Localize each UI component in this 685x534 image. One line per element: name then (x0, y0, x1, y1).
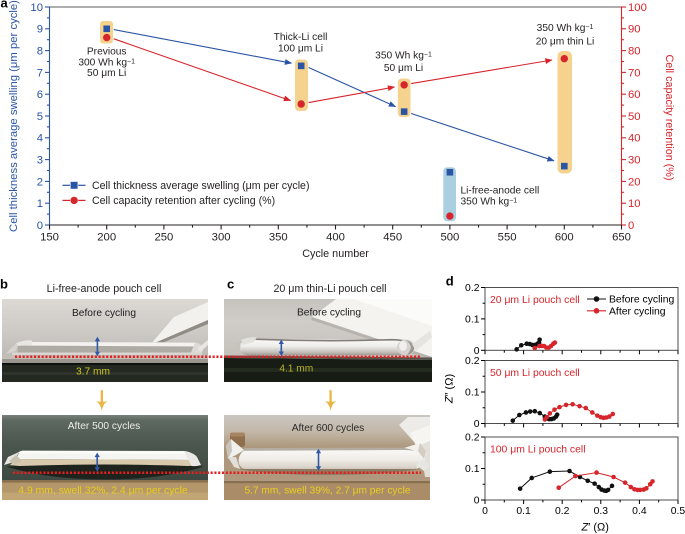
svg-text:50: 50 (628, 111, 641, 123)
svg-text:0.1: 0.1 (516, 506, 531, 517)
svg-text:20 μm thin Li: 20 μm thin Li (536, 37, 595, 48)
svg-text:350: 350 (269, 232, 288, 244)
svg-text:0.5: 0.5 (671, 506, 685, 517)
svg-text:4.9 mm, swell 32%, 2.4 μm per: 4.9 mm, swell 32%, 2.4 μm per cycle (18, 486, 188, 497)
svg-text:350 Wh kg−1: 350 Wh kg−1 (537, 23, 594, 34)
svg-text:30: 30 (628, 155, 641, 167)
svg-text:0: 0 (474, 346, 480, 357)
svg-text:50 μm Li: 50 μm Li (87, 68, 126, 79)
svg-text:0.2: 0.2 (555, 506, 570, 517)
svg-text:10: 10 (628, 198, 641, 210)
svg-text:0: 0 (474, 496, 480, 507)
svg-text:Li-free-anode pouch cell: Li-free-anode pouch cell (47, 283, 162, 295)
svg-text:After cycling: After cycling (609, 306, 666, 317)
svg-text:300 Wh kg−1: 300 Wh kg−1 (78, 57, 135, 68)
svg-text:100 μm Li: 100 μm Li (278, 44, 323, 55)
svg-text:6: 6 (37, 89, 43, 101)
svg-text:0.1: 0.1 (465, 464, 480, 475)
svg-text:Li-free-anode cell: Li-free-anode cell (461, 186, 540, 197)
svg-text:2: 2 (37, 176, 43, 188)
svg-text:8: 8 (37, 46, 43, 58)
svg-text:Cell thickness average swellin: Cell thickness average swelling (μm per … (8, 0, 20, 232)
svg-text:Before cycling: Before cycling (297, 308, 361, 319)
svg-text:Cell thickness average swellin: Cell thickness average swelling (μm per … (92, 180, 309, 192)
svg-text:Previous: Previous (87, 47, 127, 58)
svg-text:0.2: 0.2 (465, 433, 480, 444)
svg-text:20: 20 (628, 176, 641, 188)
svg-text:450: 450 (383, 232, 402, 244)
svg-text:4.1 mm: 4.1 mm (279, 364, 313, 375)
svg-text:500: 500 (440, 232, 459, 244)
svg-text:0: 0 (474, 419, 480, 430)
svg-text:After 600 cycles: After 600 cycles (292, 423, 364, 434)
svg-text:Before cycling: Before cycling (72, 308, 136, 319)
svg-text:5.7 mm, swell 39%, 2.7 μm per: 5.7 mm, swell 39%, 2.7 μm per cycle (244, 486, 410, 497)
svg-text:Thick-Li cell: Thick-Li cell (274, 32, 328, 43)
svg-text:60: 60 (628, 89, 641, 101)
svg-text:350 Wh kg−1: 350 Wh kg−1 (461, 196, 518, 207)
svg-text:90: 90 (628, 24, 641, 36)
svg-text:0: 0 (37, 220, 43, 232)
svg-text:40: 40 (628, 133, 641, 145)
svg-text:100 μm Li pouch cell: 100 μm Li pouch cell (490, 445, 586, 456)
svg-text:20 μm thin-Li pouch cell: 20 μm thin-Li pouch cell (273, 283, 386, 295)
svg-text:0: 0 (628, 220, 634, 232)
svg-text:0.2: 0.2 (465, 356, 480, 367)
svg-text:Z″ (Ω): Z″ (Ω) (445, 374, 456, 404)
svg-text:70: 70 (628, 67, 641, 79)
svg-text:3.7 mm: 3.7 mm (76, 367, 110, 378)
svg-text:4: 4 (37, 133, 43, 145)
svg-text:d: d (446, 274, 454, 289)
svg-text:550: 550 (498, 232, 517, 244)
svg-text:0.1: 0.1 (465, 315, 480, 326)
svg-text:100: 100 (628, 2, 647, 14)
svg-text:Z′ (Ω): Z′ (Ω) (581, 522, 609, 534)
svg-text:9: 9 (37, 24, 43, 36)
svg-text:0: 0 (482, 506, 488, 517)
svg-text:5: 5 (37, 111, 43, 123)
svg-text:250: 250 (154, 232, 173, 244)
svg-text:c: c (227, 277, 234, 292)
svg-text:200: 200 (97, 232, 116, 244)
svg-text:20 μm Li pouch cell: 20 μm Li pouch cell (490, 295, 580, 306)
svg-text:150: 150 (40, 232, 59, 244)
svg-text:After 500 cycles: After 500 cycles (68, 421, 140, 432)
svg-text:350 Wh kg−1: 350 Wh kg−1 (375, 51, 432, 62)
svg-text:b: b (0, 277, 8, 292)
svg-text:50 μm Li: 50 μm Li (384, 63, 423, 74)
svg-text:80: 80 (628, 46, 641, 58)
svg-text:Cell capacity retention after: Cell capacity retention after cycling (%… (92, 195, 275, 207)
svg-text:1: 1 (37, 198, 43, 210)
svg-text:3: 3 (37, 155, 43, 167)
svg-text:7: 7 (37, 67, 43, 79)
svg-text:0.1: 0.1 (465, 388, 480, 399)
svg-text:a: a (1, 0, 9, 11)
svg-text:Cycle number: Cycle number (302, 248, 369, 260)
svg-text:0.2: 0.2 (465, 283, 480, 294)
svg-text:0.4: 0.4 (632, 506, 647, 517)
svg-text:300: 300 (212, 232, 231, 244)
svg-text:0.3: 0.3 (594, 506, 609, 517)
svg-text:Cell capacity retention (%): Cell capacity retention (%) (663, 54, 675, 180)
svg-text:650: 650 (612, 232, 631, 244)
svg-text:50 μm Li pouch cell: 50 μm Li pouch cell (490, 368, 580, 379)
svg-text:Before cycling: Before cycling (609, 295, 674, 306)
svg-text:600: 600 (555, 232, 574, 244)
svg-text:400: 400 (326, 232, 345, 244)
svg-text:10: 10 (30, 2, 43, 14)
